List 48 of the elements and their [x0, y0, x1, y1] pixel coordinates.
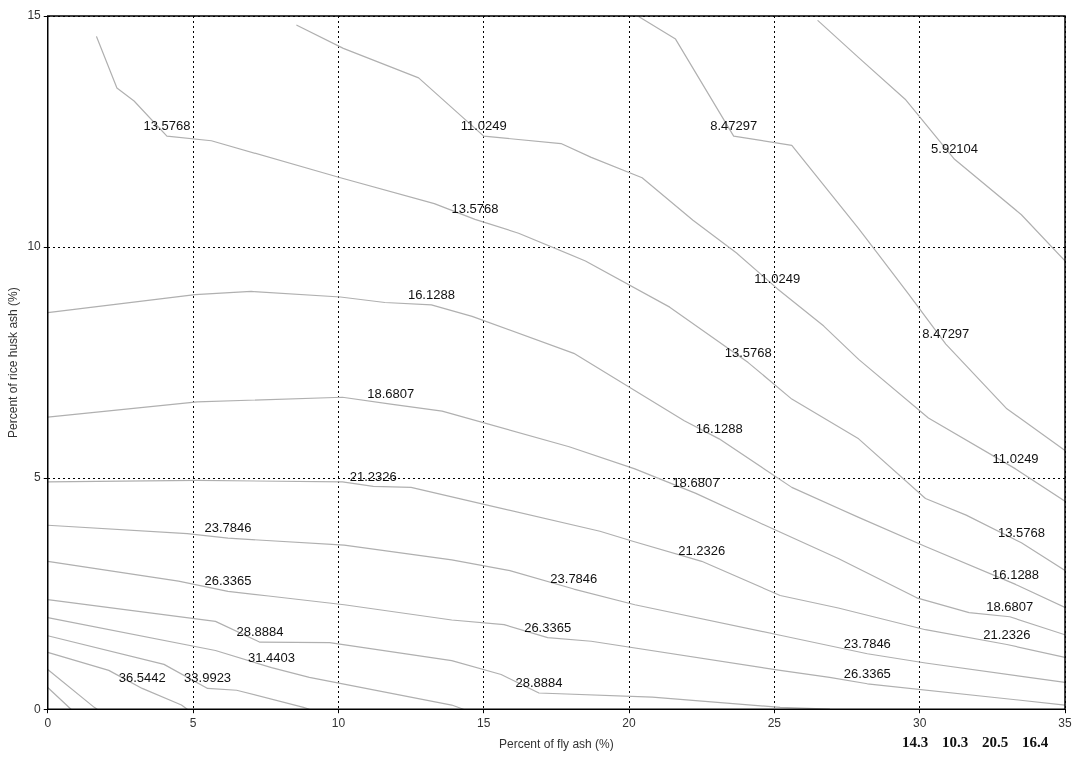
- annotation: 11.0249: [754, 270, 801, 286]
- annotation: 21.2326: [983, 626, 1031, 642]
- y-axis-title: Percent of rice husk ash (%): [5, 287, 20, 438]
- annotation: 36.5442: [118, 670, 166, 686]
- annotation: 11.0249: [992, 450, 1039, 466]
- y-tick-label: 10: [27, 239, 42, 254]
- y-tick-label: 5: [34, 470, 42, 485]
- annotation: 21.2326: [349, 468, 397, 484]
- text: 14.3: [901, 734, 929, 751]
- annotation: 16.1288: [992, 566, 1040, 582]
- annotation: 16.1288: [407, 286, 455, 302]
- annotation: 8.47297: [710, 118, 758, 134]
- annotation: 5.92104: [931, 141, 979, 157]
- annotation: 28.8884: [236, 624, 284, 640]
- annotation: 23.7846: [550, 571, 598, 587]
- x-tick-label: 0: [44, 715, 52, 730]
- annotation: 18.6807: [986, 598, 1034, 614]
- annotation: 16.1288: [695, 420, 743, 436]
- annotation: 13.5768: [724, 344, 772, 360]
- x-axis-title: Percent of fly ash (%): [499, 737, 614, 752]
- x-tick-label: 35: [1058, 715, 1072, 730]
- x-tick-label: 30: [913, 715, 927, 730]
- annotation: 13.5768: [143, 118, 191, 134]
- annotation: 28.8884: [515, 675, 563, 691]
- y-tick-label: 0: [34, 701, 42, 716]
- annotation: 13.5768: [451, 201, 499, 217]
- annotation: 26.3365: [204, 573, 252, 589]
- x-tick-label: 20: [622, 715, 637, 730]
- annotation: 8.47297: [922, 326, 970, 342]
- annotation: 23.7846: [843, 635, 891, 651]
- annotation: 26.3365: [843, 665, 891, 681]
- annotation: 11.0249: [460, 118, 507, 134]
- x-tick-label: 15: [477, 715, 491, 730]
- annotation: 33.9923: [184, 670, 232, 686]
- annotation: 23.7846: [204, 520, 252, 536]
- y-tick-label: 15: [27, 8, 42, 23]
- annotation: 18.6807: [672, 475, 720, 491]
- x-tick-label: 25: [767, 715, 782, 730]
- annotation: 18.6807: [367, 386, 415, 402]
- text: 10.3: [941, 734, 969, 751]
- annotation: 21.2326: [678, 543, 726, 559]
- text: 16.4: [1021, 734, 1049, 751]
- text: 20.5: [981, 734, 1009, 751]
- x-tick-label: 10: [331, 715, 346, 730]
- annotation: 31.4403: [248, 649, 296, 665]
- annotation: 13.5768: [997, 524, 1045, 540]
- x-tick-label: 5: [189, 715, 197, 730]
- annotation: 26.3365: [524, 619, 572, 635]
